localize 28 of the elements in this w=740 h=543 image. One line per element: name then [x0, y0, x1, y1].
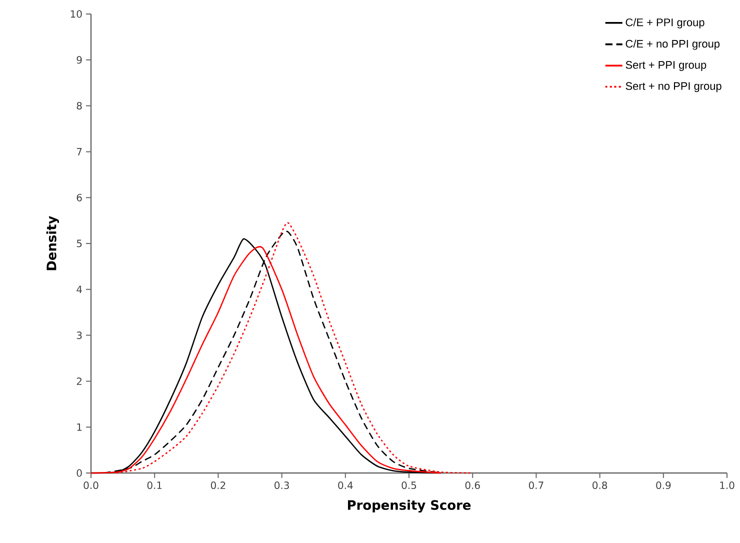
y-tick-label: 10 [70, 10, 82, 18]
x-tick-label: 0.0 [84, 482, 98, 490]
y-tick-label: 4 [76, 286, 82, 294]
x-tick-label: 1.0 [720, 482, 734, 490]
y-tick-label: 9 [76, 56, 82, 64]
x-tick-label: 0.5 [402, 482, 416, 490]
y-tick-label: 7 [76, 148, 82, 156]
y-tick-label: 0 [76, 469, 82, 477]
legend-label: Sert + no PPI group [626, 82, 722, 92]
y-tick-label: 2 [76, 377, 82, 385]
x-tick-label: 0.9 [656, 482, 671, 490]
x-tick-label: 0.4 [338, 482, 353, 490]
y-tick-label: 5 [76, 240, 82, 248]
x-tick-label: 0.2 [210, 482, 226, 490]
x-tick-label: 0.6 [465, 482, 480, 490]
x-tick-label: 0.3 [274, 482, 289, 490]
y-tick-label: 3 [76, 332, 82, 340]
x-tick-label: 0.8 [592, 482, 608, 490]
y-tick-label: 1 [77, 423, 82, 431]
legend-label: C/E + no PPI group [626, 40, 720, 50]
y-tick-label: 8 [76, 102, 82, 110]
legend-label: Sert + PPI group [626, 61, 706, 71]
y-axis-title: Density [46, 216, 59, 270]
x-axis-title: Propensity Score [348, 500, 471, 513]
legend-label: C/E + PPI group [626, 18, 704, 28]
y-tick-label: 6 [76, 194, 82, 202]
x-tick-label: 0.1 [147, 482, 162, 490]
x-tick-label: 0.7 [528, 482, 544, 490]
